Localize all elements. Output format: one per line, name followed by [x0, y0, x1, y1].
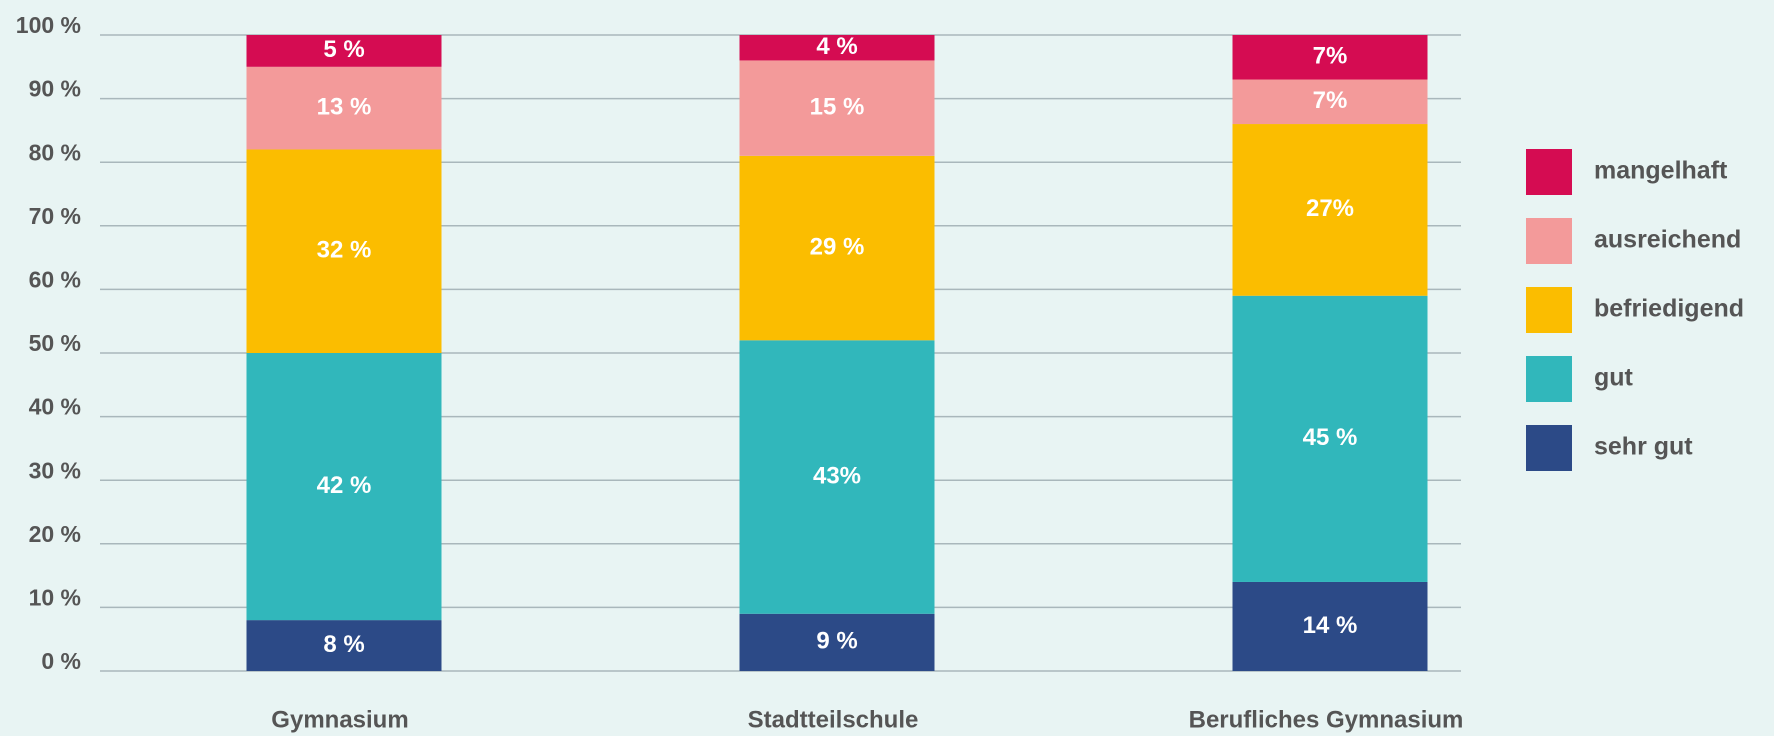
value-label: 8 % [323, 631, 364, 658]
value-label: 4 % [816, 33, 857, 60]
legend-label: befriedigend [1594, 295, 1744, 323]
value-label: 7% [1313, 87, 1348, 114]
bar-segment [739, 613, 935, 671]
y-tick-label: 80 % [29, 139, 81, 165]
value-label: 42 % [317, 472, 372, 499]
value-label: 45 % [1303, 424, 1358, 451]
legend-swatch [1526, 149, 1572, 195]
value-label: 14 % [1303, 612, 1358, 639]
y-tick-label: 0 % [41, 648, 81, 674]
value-label: 29 % [810, 233, 865, 260]
legend-label: gut [1594, 364, 1634, 392]
value-label: 7% [1313, 43, 1348, 70]
bar-segment [739, 340, 935, 614]
y-tick-label: 50 % [29, 330, 81, 356]
value-label: 43% [813, 462, 861, 489]
bar-segment [1232, 124, 1428, 296]
legend-label: mangelhaft [1594, 157, 1728, 185]
bar-segment [739, 155, 935, 341]
bar-segment [246, 66, 442, 150]
bar-segment [1232, 35, 1428, 80]
y-tick-label: 40 % [29, 394, 81, 420]
x-tick-label: Berufliches Gymnasium [1189, 706, 1464, 733]
value-label: 5 % [323, 36, 364, 63]
bar-segment [246, 353, 442, 621]
legend-swatch [1526, 425, 1572, 471]
bar-segment [1232, 295, 1428, 582]
bar-segment [1232, 79, 1428, 125]
value-label: 32 % [317, 237, 372, 264]
value-label: 9 % [816, 628, 857, 655]
value-label: 13 % [317, 93, 372, 120]
bar-segment [739, 60, 935, 156]
bar-segment [1232, 581, 1428, 671]
bar-segment [246, 149, 442, 353]
legend-label: ausreichend [1594, 226, 1741, 254]
x-tick-label: Stadtteilschule [748, 706, 919, 733]
y-tick-label: 70 % [29, 203, 81, 229]
y-tick-label: 10 % [29, 584, 81, 610]
y-tick-label: 100 % [16, 12, 81, 38]
y-tick-label: 90 % [29, 76, 81, 102]
y-tick-label: 60 % [29, 266, 81, 292]
y-tick-label: 30 % [29, 457, 81, 483]
legend-swatch [1526, 356, 1572, 402]
x-tick-label: Gymnasium [271, 706, 408, 733]
y-tick-label: 20 % [29, 521, 81, 547]
value-label: 15 % [810, 93, 865, 120]
bar-segment [246, 620, 442, 671]
value-label: 27% [1306, 195, 1354, 222]
legend-swatch [1526, 287, 1572, 333]
bar-segment [739, 35, 935, 61]
legend-swatch [1526, 218, 1572, 264]
bar-segment [246, 35, 442, 67]
legend-label: sehr gut [1594, 433, 1693, 461]
